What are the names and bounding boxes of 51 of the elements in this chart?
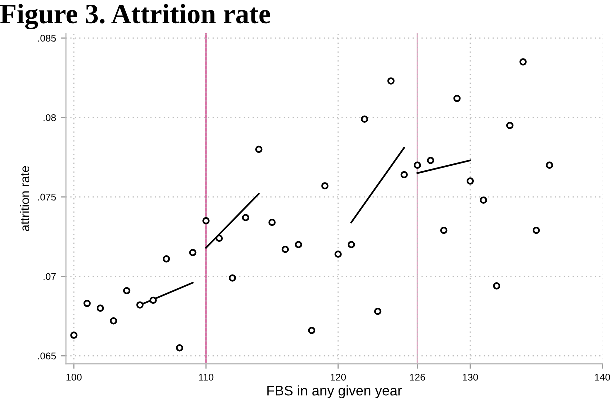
point (322, 182, 329, 190)
point (546, 162, 554, 170)
point (308, 327, 316, 334)
point (268, 218, 276, 226)
y-tick-label: .07 (44, 273, 56, 280)
point (96, 304, 104, 312)
point (255, 146, 263, 154)
point (334, 250, 342, 258)
point (480, 196, 488, 204)
point (466, 178, 474, 185)
point (361, 116, 368, 123)
point (84, 300, 91, 308)
y-axis-title: attrition rate (20, 166, 30, 232)
point (295, 241, 302, 248)
x-axis-title: FBS in any given year (268, 386, 402, 399)
point (216, 234, 224, 242)
point (229, 274, 236, 282)
chart-title: Figure 3. Attrition rate (0, 4, 270, 30)
point (532, 226, 540, 234)
point (162, 256, 170, 263)
y-tick-label: .065 (38, 352, 56, 360)
point (493, 282, 500, 290)
point (202, 217, 210, 225)
point (440, 226, 448, 234)
y-tick-label: .085 (38, 35, 56, 42)
point (189, 249, 197, 256)
x-tick-label: 100 (66, 374, 82, 381)
point (388, 78, 395, 85)
point (110, 318, 118, 325)
point (176, 344, 184, 352)
point (70, 332, 78, 340)
x-tick-label: 140 (595, 374, 610, 381)
point (348, 241, 356, 248)
point (427, 157, 434, 164)
y-tick-label: .075 (38, 194, 56, 201)
x-tick-label: 120 (330, 374, 346, 381)
x-tick-label: 126 (410, 374, 426, 381)
x-tick-label: 130 (463, 374, 478, 381)
point (520, 58, 527, 66)
point (400, 171, 408, 179)
point (123, 287, 131, 295)
point (454, 95, 461, 102)
point (374, 308, 382, 316)
point (414, 162, 422, 170)
x-tick-label: 110 (199, 374, 214, 381)
point (150, 296, 158, 304)
y-tick-label: .08 (44, 114, 56, 122)
point (506, 122, 514, 130)
point (242, 214, 250, 222)
point (282, 246, 290, 254)
point (136, 302, 144, 309)
